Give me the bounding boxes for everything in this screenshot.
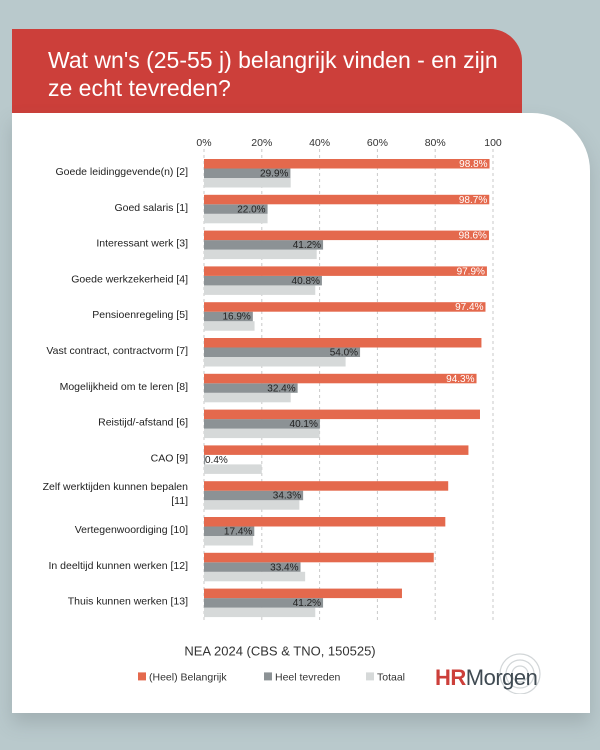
category-label: Goede leidinggevende(n) [2] <box>55 166 188 178</box>
bar-belangrijk <box>204 230 489 241</box>
category-label: Vertegenwoordiging [10] <box>75 524 188 536</box>
bar-tevreden <box>204 454 206 465</box>
category-label: CAO [9] <box>151 452 188 464</box>
bar-tevreden <box>204 204 268 214</box>
bar-belangrijk <box>204 266 487 276</box>
category-label: Mogelijkheid om te leren [8] <box>60 381 188 393</box>
bar-belangrijk <box>204 194 490 205</box>
legend-label: (Heel) Belangrijk <box>149 671 227 683</box>
data-label: 34.3% <box>273 491 301 502</box>
bar-belangrijk <box>204 159 490 169</box>
signal-waves-icon <box>499 653 541 694</box>
category-label: [11] <box>171 495 188 507</box>
bar-tevreden <box>204 490 304 501</box>
bar-tevreden <box>204 240 324 250</box>
bar-totaal <box>204 285 316 295</box>
bar-tevreden <box>204 168 291 178</box>
bar-tevreden <box>204 598 324 608</box>
data-label: 54.0% <box>330 348 358 359</box>
bar-totaal <box>204 607 316 618</box>
bar-totaal <box>204 500 300 510</box>
bar-totaal <box>204 213 268 224</box>
bar-belangrijk <box>204 338 482 348</box>
category-label: In deeltijd kunnen werken [12] <box>48 560 188 572</box>
chart-card: 0% 20% 40% 60% 80% 100 Goede leidinggevende(n)… <box>12 113 590 713</box>
data-label: 0.4% <box>205 455 228 466</box>
x-tick-label: 40% <box>309 137 330 149</box>
data-label: 94.3% <box>446 374 474 385</box>
legend-label: Heel tevreden <box>275 671 341 683</box>
bar-tevreden <box>204 311 253 322</box>
category-label: Interessant werk [3] <box>96 238 188 250</box>
data-label: 98.7% <box>459 195 487 206</box>
bar-belangrijk <box>204 517 446 527</box>
page-title: Wat wn's (25-55 j) belangrijk vinden - e… <box>48 47 498 101</box>
bar-belangrijk <box>204 481 449 491</box>
bar-tevreden <box>204 562 301 572</box>
bar-totaal <box>204 249 317 260</box>
x-tick-label: 60% <box>367 137 388 149</box>
bar-chart: 0% 20% 40% 60% 80% 100 Goede leidinggevende(n)… <box>43 137 502 683</box>
category-label: Goede werkzekerheid [4] <box>71 273 188 285</box>
data-label: 22.0% <box>237 204 265 215</box>
data-label: 29.9% <box>260 169 288 180</box>
legend-swatch <box>264 672 272 681</box>
bar-tevreden <box>204 383 298 393</box>
bar-belangrijk <box>204 409 480 420</box>
x-tick-label: 100 <box>484 137 502 149</box>
legend-swatch <box>138 672 146 681</box>
bar-belangrijk <box>204 302 486 312</box>
bar-tevreden <box>204 275 322 286</box>
bar-tevreden <box>204 419 320 429</box>
x-tick-label: 20% <box>251 137 272 149</box>
bar-totaal <box>204 321 255 331</box>
data-label: 33.4% <box>270 562 298 573</box>
bar-belangrijk <box>204 445 469 455</box>
logo-hr: HR <box>435 665 466 690</box>
bar-totaal <box>204 357 346 367</box>
data-label: 97.4% <box>455 302 483 313</box>
data-label: 32.4% <box>267 383 295 394</box>
bar-belangrijk <box>204 552 434 563</box>
data-label: 40.8% <box>292 276 320 287</box>
bar-totaal <box>204 536 254 546</box>
data-label: 97.9% <box>457 266 485 277</box>
logo-morgen: Morgen <box>465 665 538 690</box>
data-label: 16.9% <box>222 312 250 323</box>
bar-totaal <box>204 178 291 188</box>
bar-belangrijk <box>204 588 402 599</box>
hrmorgen-logo: HRMorgen <box>435 665 538 691</box>
category-label: Pensioenregeling [5] <box>92 309 188 321</box>
category-label: Thuis kunnen werken [13] <box>68 596 188 608</box>
chart-subtitle: NEA 2024 (CBS & TNO, 150525) <box>184 643 375 658</box>
data-label: 41.2% <box>293 240 321 251</box>
legend-swatch <box>366 672 374 681</box>
bar-belangrijk <box>204 373 477 384</box>
x-tick-label: 80% <box>425 137 446 149</box>
data-label: 40.1% <box>290 419 318 430</box>
bar-totaal <box>204 428 320 439</box>
legend-label: Totaal <box>377 671 405 683</box>
data-label: 41.2% <box>293 598 321 609</box>
data-label: 98.8% <box>459 159 487 170</box>
data-label: 17.4% <box>224 527 252 538</box>
x-tick-label: 0% <box>196 137 211 149</box>
category-label: Reistijd/-afstand [6] <box>98 417 188 429</box>
bar-totaal <box>204 571 306 582</box>
bar-tevreden <box>204 347 361 357</box>
bar-tevreden <box>204 526 255 536</box>
bar-totaal <box>204 392 291 403</box>
category-label: Vast contract, contractvorm [7] <box>46 345 188 357</box>
data-label: 98.6% <box>459 231 487 242</box>
bar-totaal <box>204 464 262 474</box>
category-label: Goed salaris [1] <box>114 202 188 214</box>
category-label: Zelf werktijden kunnen bepalen <box>43 481 189 493</box>
